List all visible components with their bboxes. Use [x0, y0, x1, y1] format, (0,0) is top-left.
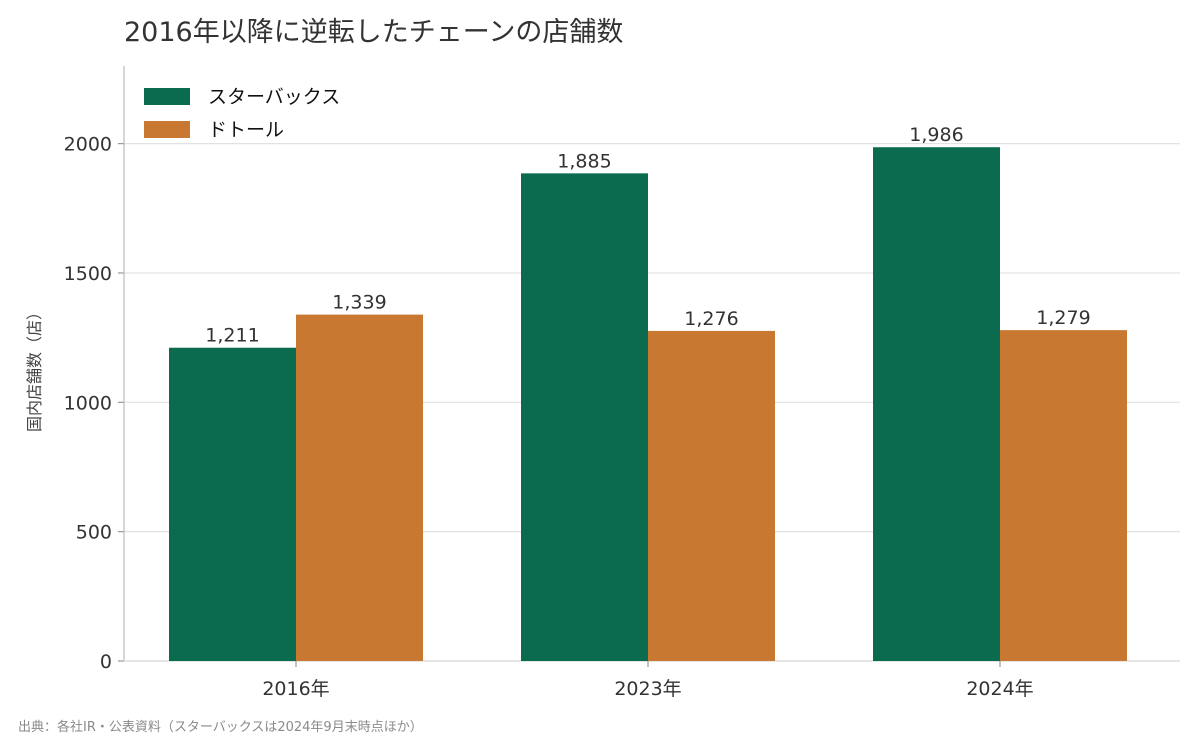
legend-label: ドトール	[208, 119, 284, 141]
x-tick-label: 2016年	[262, 678, 329, 700]
legend-label: スターバックス	[208, 86, 340, 108]
chart-title: 2016年以降に逆転したチェーンの店舗数	[124, 17, 624, 48]
bar	[521, 173, 648, 661]
legend-swatch	[144, 121, 190, 138]
bar	[873, 147, 1000, 661]
legend-swatch	[144, 88, 190, 105]
y-tick-label: 1000	[64, 392, 112, 414]
data-label: 1,211	[205, 325, 259, 347]
data-label: 1,279	[1036, 307, 1090, 329]
x-tick-label: 2023年	[614, 678, 681, 700]
data-label: 1,339	[332, 292, 386, 314]
bar	[296, 314, 423, 661]
y-tick-label: 0	[100, 651, 112, 673]
y-tick-label: 1500	[64, 263, 112, 285]
x-tick-label: 2024年	[966, 678, 1033, 700]
y-tick-label: 500	[76, 522, 112, 544]
source-note: 出典：各社IR・公表資料（スターバックスは2024年9月末時点ほか）	[18, 720, 423, 735]
data-label: 1,986	[909, 124, 963, 146]
bar	[1000, 330, 1127, 661]
data-label: 1,885	[557, 150, 611, 172]
data-label: 1,276	[684, 308, 738, 330]
bar	[169, 347, 296, 661]
y-tick-label: 2000	[64, 134, 112, 156]
bar	[648, 330, 775, 661]
